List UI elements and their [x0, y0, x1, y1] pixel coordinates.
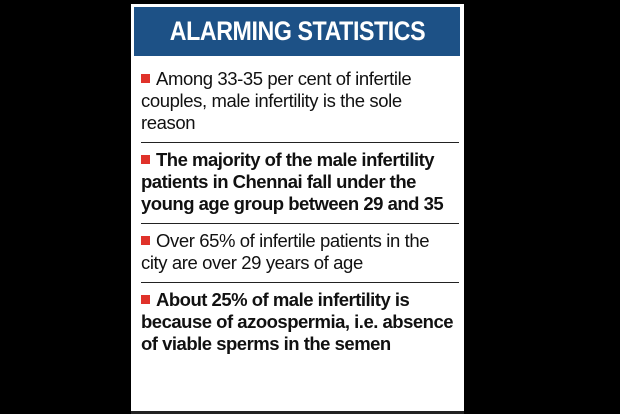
- list-item: Over 65% of infertile patients in the ci…: [141, 230, 459, 282]
- divider: [141, 142, 459, 143]
- list-item-text: About 25% of male infertility is because…: [141, 289, 454, 354]
- red-square-bullet-icon: [141, 236, 150, 245]
- list-item-text: Among 33-35 per cent of infertile couple…: [141, 68, 412, 133]
- list-item-text: The majority of the male infertility pat…: [141, 149, 444, 214]
- list-item-text: Over 65% of infertile patients in the ci…: [141, 230, 430, 273]
- red-square-bullet-icon: [141, 155, 150, 164]
- list-item: The majority of the male infertility pat…: [141, 149, 459, 223]
- red-square-bullet-icon: [141, 74, 150, 83]
- list-item: About 25% of male infertility is because…: [141, 289, 459, 363]
- card-title: ALARMING STATISTICS: [169, 16, 425, 46]
- statistics-list: Among 33-35 per cent of infertile couple…: [141, 68, 459, 363]
- header-banner: ALARMING STATISTICS: [134, 7, 460, 56]
- list-item: Among 33-35 per cent of infertile couple…: [141, 68, 459, 142]
- red-square-bullet-icon: [141, 295, 150, 304]
- divider: [141, 223, 459, 224]
- statistics-card: ALARMING STATISTICS Among 33-35 per cent…: [131, 4, 464, 414]
- bottom-rule: [131, 411, 464, 414]
- divider: [141, 282, 459, 283]
